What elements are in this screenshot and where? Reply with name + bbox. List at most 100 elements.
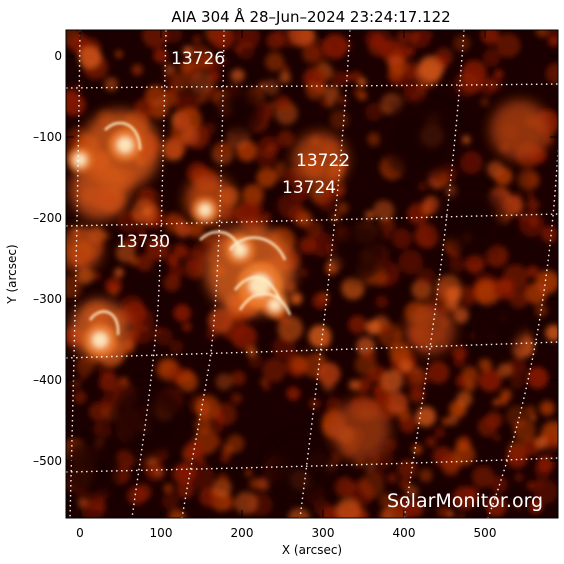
texture-blob <box>317 362 341 386</box>
texture-blob <box>425 436 437 448</box>
texture-blob <box>177 107 202 132</box>
texture-blob <box>410 92 419 102</box>
texture-blob <box>183 440 205 461</box>
texture-blob <box>287 204 307 224</box>
texture-blob <box>257 135 280 159</box>
texture-blob <box>312 293 329 309</box>
texture-blob <box>168 509 186 518</box>
texture-blob <box>222 444 234 456</box>
texture-blob <box>461 135 471 144</box>
texture-blob <box>385 391 408 414</box>
emission-core <box>198 203 212 217</box>
x-tick-label: 500 <box>474 526 497 540</box>
texture-blob <box>231 392 243 405</box>
emission-core <box>73 153 87 167</box>
emission-patch <box>66 228 102 272</box>
x-tick-label: 100 <box>150 526 173 540</box>
texture-blob <box>215 141 231 156</box>
texture-blob <box>415 61 441 87</box>
texture-blob <box>526 191 535 200</box>
texture-blob <box>398 249 424 275</box>
texture-blob <box>145 236 170 261</box>
texture-blob <box>356 337 376 356</box>
texture-blob <box>461 59 487 86</box>
texture-blob <box>415 83 428 97</box>
texture-blob <box>462 435 470 443</box>
texture-blob <box>341 276 365 300</box>
texture-blob <box>379 324 390 336</box>
texture-blob <box>526 366 549 389</box>
texture-blob <box>180 126 200 146</box>
texture-blob <box>186 44 213 71</box>
texture-blob <box>272 336 297 361</box>
dark-region <box>110 380 190 460</box>
texture-blob <box>93 272 101 281</box>
texture-blob <box>493 167 513 186</box>
texture-blob <box>541 226 558 243</box>
texture-blob <box>136 254 154 272</box>
texture-blob <box>131 64 143 76</box>
texture-blob <box>230 370 246 386</box>
texture-blob <box>379 493 396 509</box>
emission-core <box>268 298 282 312</box>
texture-blob <box>453 307 469 324</box>
active-region-label: 13724 <box>282 178 336 198</box>
texture-blob <box>308 325 332 348</box>
texture-blob <box>526 481 536 490</box>
texture-blob <box>479 369 502 392</box>
emission-core <box>92 332 108 348</box>
texture-blob <box>218 473 228 483</box>
texture-blob <box>208 308 234 334</box>
texture-blob <box>197 95 206 104</box>
texture-blob <box>248 354 262 369</box>
grid-line <box>66 213 558 227</box>
texture-blob <box>337 96 347 106</box>
texture-blob <box>325 396 342 413</box>
texture-blob <box>288 30 314 47</box>
texture-blob <box>528 499 543 514</box>
texture-blob <box>182 322 192 332</box>
texture-blob <box>380 370 403 393</box>
texture-blob <box>389 341 411 364</box>
texture-blob <box>397 459 418 479</box>
texture-blob <box>161 138 184 161</box>
texture-blob <box>139 235 146 242</box>
emission-patch <box>405 305 455 355</box>
texture-blob <box>231 324 257 350</box>
texture-blob <box>449 256 466 273</box>
grid-line <box>66 83 558 89</box>
texture-blob <box>434 427 446 439</box>
texture-blob <box>365 463 376 474</box>
texture-blob <box>405 367 428 391</box>
texture-blob <box>480 97 489 107</box>
texture-blob <box>299 267 309 278</box>
texture-blob <box>277 315 303 342</box>
texture-blob <box>66 89 83 115</box>
texture-blob <box>453 34 471 52</box>
x-tick-label: 200 <box>231 526 254 540</box>
texture-blob <box>281 64 290 73</box>
texture-blob <box>164 30 183 44</box>
texture-blob <box>525 405 536 416</box>
texture-blob <box>351 71 363 82</box>
texture-blob <box>142 30 169 49</box>
solar-image <box>66 30 558 518</box>
emission-core <box>117 137 133 153</box>
texture-blob <box>275 95 291 112</box>
texture-blob <box>78 46 102 69</box>
texture-blob <box>173 304 191 322</box>
dark-region <box>66 440 120 500</box>
texture-blob <box>168 263 184 279</box>
texture-blob <box>75 356 95 376</box>
texture-blob <box>496 33 521 58</box>
texture-blob <box>164 63 176 75</box>
texture-blob <box>348 379 360 391</box>
texture-blob <box>137 226 147 237</box>
texture-blob <box>539 400 555 416</box>
active-region-label: 13722 <box>296 151 350 171</box>
texture-blob <box>493 434 501 441</box>
texture-blob <box>329 109 350 130</box>
texture-blob <box>169 339 184 354</box>
texture-blob <box>215 438 222 445</box>
